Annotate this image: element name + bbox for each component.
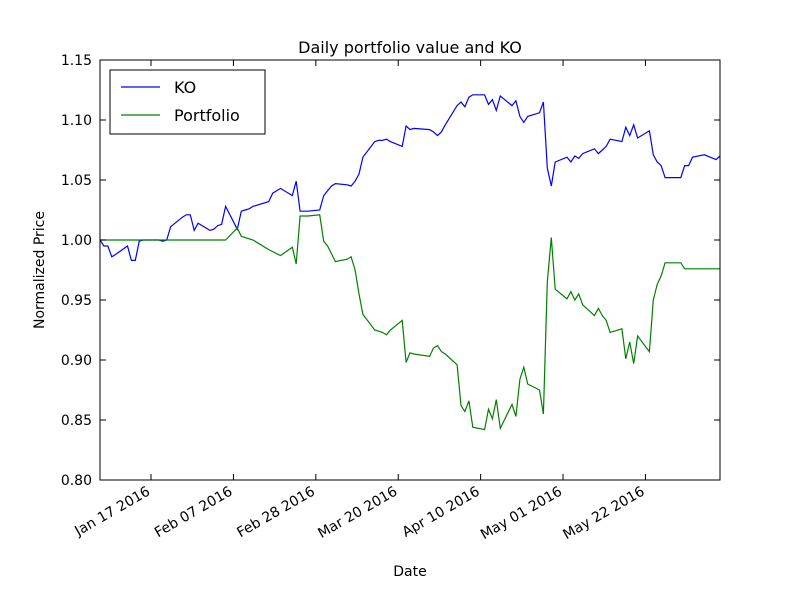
legend-label-portfolio: Portfolio [174, 106, 240, 125]
x-tick-label: Jan 17 2016 [71, 484, 153, 540]
y-axis: 0.80 0.85 0.90 0.95 1.00 1.05 1.10 1.15 [61, 53, 720, 489]
x-axis-title: Date [393, 564, 426, 580]
legend: KO Portfolio [109, 69, 266, 135]
x-tick-label: May 22 2016 [560, 484, 647, 544]
x-tick-label: Apr 10 2016 [400, 484, 483, 541]
y-tick-label: 0.90 [61, 353, 92, 369]
series-layer [99, 94, 721, 431]
x-tick-label: Feb 07 2016 [152, 484, 236, 541]
y-tick-label: 1.00 [61, 233, 92, 249]
y-tick-label: 1.10 [61, 113, 92, 129]
chart-title: Daily portfolio value and KO [298, 38, 522, 57]
y-tick-label: 0.80 [61, 473, 92, 489]
plot-frame [99, 59, 721, 481]
plot-area [99, 59, 721, 481]
y-tick-label: 0.85 [61, 413, 92, 429]
legend-box [109, 69, 266, 135]
legend-label-ko: KO [174, 78, 196, 97]
x-tick-label: May 01 2016 [478, 484, 565, 544]
x-tick-label: Mar 20 2016 [315, 484, 400, 542]
series-line-ko [99, 94, 721, 261]
y-tick-label: 1.05 [61, 173, 92, 189]
x-tick-label: Feb 28 2016 [234, 484, 318, 541]
y-tick-label: 1.15 [61, 53, 92, 69]
series-line-portfolio [100, 214, 720, 431]
y-axis-title: Normalized Price [32, 211, 48, 329]
y-tick-label: 0.95 [61, 293, 92, 309]
